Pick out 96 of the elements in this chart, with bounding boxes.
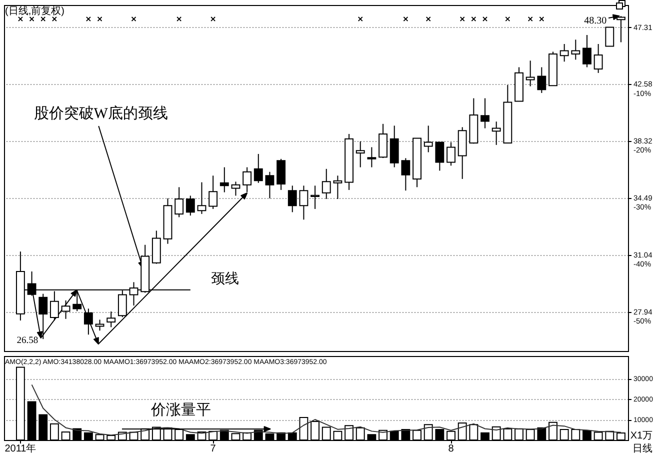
- bar: [208, 430, 218, 440]
- bar: [288, 432, 297, 440]
- candlestick: [208, 175, 218, 210]
- candlestick: [582, 34, 592, 68]
- candlestick: [197, 182, 206, 214]
- bar: [605, 430, 614, 440]
- annotation: 价涨量平: [150, 402, 212, 418]
- candlestick: [480, 98, 490, 129]
- candlestick: [61, 300, 70, 320]
- candlestick: [254, 153, 263, 184]
- bar: [503, 428, 512, 440]
- bar: [616, 432, 626, 440]
- bar: [537, 427, 546, 440]
- bar: [378, 430, 388, 440]
- bar: [424, 424, 433, 440]
- candlestick: [106, 311, 116, 328]
- candlestick: [526, 60, 535, 87]
- candlestick: [186, 195, 195, 216]
- bar: [38, 414, 48, 440]
- bar: [61, 432, 70, 440]
- bar: [72, 428, 82, 440]
- candlestick: [322, 168, 331, 200]
- candlestick: [378, 123, 388, 159]
- bar: [390, 430, 399, 440]
- candlestick: [265, 171, 274, 199]
- bar: [174, 429, 184, 440]
- bar: [186, 434, 195, 440]
- bar: [514, 428, 524, 440]
- x-tick-label: 8: [448, 444, 454, 454]
- bar: [220, 430, 229, 440]
- candlestick: [72, 290, 82, 312]
- bar: [412, 430, 422, 440]
- bar: [95, 434, 104, 440]
- bar: [344, 425, 354, 440]
- candlestick: [174, 186, 184, 218]
- bar: [571, 429, 580, 440]
- bar: [231, 433, 240, 440]
- candlestick: [356, 140, 365, 168]
- x-tick-label: 7: [210, 444, 216, 454]
- candlestick: [424, 125, 433, 153]
- candlestick: [95, 319, 104, 332]
- candlestick: [605, 26, 614, 47]
- bar: [594, 432, 603, 440]
- bar: [548, 422, 558, 440]
- bar: [27, 401, 36, 440]
- bar: [480, 432, 490, 440]
- bar: [367, 434, 376, 440]
- annotation: 股价突破W底的颈线: [34, 105, 168, 122]
- bar: [458, 422, 467, 440]
- bar: [582, 430, 592, 440]
- bar: [333, 430, 342, 440]
- bar: [299, 416, 308, 440]
- chart-title: (日线,前复权): [5, 5, 64, 17]
- line-series: [31, 384, 622, 436]
- candlestick: [435, 142, 444, 172]
- candlestick: [38, 293, 48, 340]
- candlestick: [310, 185, 320, 210]
- candlestick: [288, 185, 297, 213]
- candlestick: [571, 39, 580, 60]
- candlestick: [446, 142, 456, 166]
- candlestick: [299, 185, 308, 220]
- ref-line-label: 颈线: [211, 270, 240, 287]
- candlestick: [401, 158, 410, 192]
- candlestick: [220, 166, 229, 193]
- bar: [356, 427, 365, 440]
- candlestick: [390, 125, 399, 168]
- candlestick: [84, 308, 93, 336]
- candlestick: [367, 146, 376, 168]
- candlestick: [537, 66, 546, 94]
- bar: [560, 429, 569, 440]
- candlestick: [276, 158, 286, 190]
- annotation: 48.30: [584, 16, 607, 26]
- bar: [492, 426, 501, 440]
- bar: [401, 429, 410, 440]
- bar: [435, 429, 444, 440]
- annotation: 26.58: [16, 336, 38, 346]
- candlestick: [594, 43, 603, 74]
- candlestick: [231, 181, 240, 196]
- bar: [446, 430, 456, 440]
- bar: [310, 421, 320, 440]
- bar: [84, 432, 93, 440]
- candlestick: [492, 121, 501, 146]
- bar: [322, 426, 331, 440]
- bar: [469, 424, 478, 440]
- candlestick: [616, 16, 626, 43]
- candlestick: [333, 175, 342, 200]
- bar: [50, 423, 59, 440]
- y-axis-title: X1万: [630, 430, 653, 442]
- bar: [16, 366, 25, 440]
- candlestick: [560, 43, 569, 62]
- x-tick-label: 2011年: [4, 442, 36, 454]
- bar: [265, 433, 274, 440]
- x-axis-title: 日线: [632, 442, 652, 454]
- bar: [526, 429, 535, 440]
- candlestick: [242, 166, 252, 193]
- bar: [106, 434, 116, 440]
